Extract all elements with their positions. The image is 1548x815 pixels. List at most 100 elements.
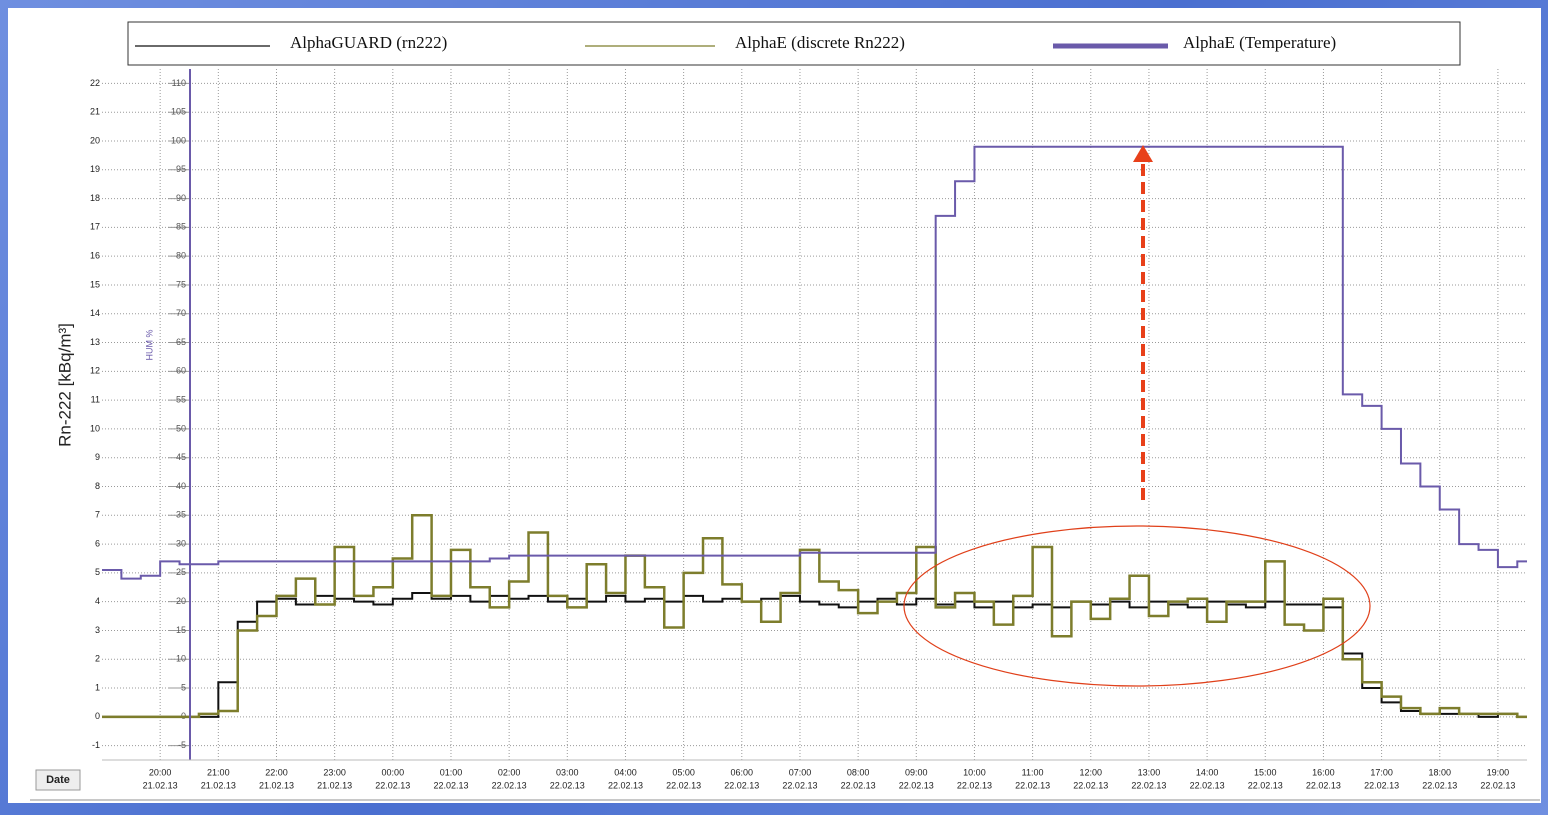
x-tick-date: 21.02.13 (259, 780, 294, 790)
y2-tick-label: 110 (172, 78, 186, 88)
x-tick-label: 02:00 (498, 767, 521, 777)
y-tick-label: 15 (90, 279, 100, 289)
x-tick-label: 06:00 (731, 767, 754, 777)
x-tick-label: 18:00 (1428, 767, 1451, 777)
y2-tick-label: 90 (176, 193, 186, 203)
x-tick-date: 22.02.13 (1190, 780, 1225, 790)
x-tick-date: 22.02.13 (1306, 780, 1341, 790)
plot-area (102, 145, 1527, 719)
y2-tick-label: 55 (176, 394, 186, 404)
x-tick-date: 21.02.13 (317, 780, 352, 790)
x-tick-label: 12:00 (1080, 767, 1103, 777)
x-tick-date: 22.02.13 (550, 780, 585, 790)
legend-label: AlphaE (discrete Rn222) (735, 33, 905, 52)
x-tick-date: 22.02.13 (724, 780, 759, 790)
y-tick-label: 3 (95, 625, 100, 635)
x-tick-label: 23:00 (323, 767, 346, 777)
x-tick-label: 13:00 (1138, 767, 1161, 777)
y-tick-label: 2 (95, 654, 100, 664)
x-tick-date: 21.02.13 (201, 780, 236, 790)
y-tick-label: 5 (95, 567, 100, 577)
x-tick-date: 22.02.13 (1422, 780, 1457, 790)
y-tick-label: 17 (90, 222, 100, 232)
x-tick-label: 11:00 (1022, 767, 1044, 777)
x-tick-label: 14:00 (1196, 767, 1219, 777)
x-tick-date: 22.02.13 (1364, 780, 1399, 790)
x-tick-date: 22.02.13 (608, 780, 643, 790)
y-tick-label: 18 (90, 193, 100, 203)
y2-tick-label: 20 (176, 596, 186, 606)
y2-tick-label: 50 (176, 423, 186, 433)
y2-tick-label: 70 (176, 308, 186, 318)
x-tick-label: 20:00 (149, 767, 172, 777)
x-tick-label: 21:00 (207, 767, 230, 777)
y2-tick-label: 80 (176, 251, 186, 261)
date-button[interactable] (35, 769, 81, 791)
y-tick-label: 16 (90, 251, 100, 261)
x-tick-label: 16:00 (1312, 767, 1335, 777)
y-tick-label: 13 (90, 337, 100, 347)
y-tick-label: 7 (95, 510, 100, 520)
y2-axis-label: HUM % (144, 330, 154, 361)
y2-tick-label: 75 (176, 279, 186, 289)
y-tick-label: 22 (90, 78, 100, 88)
series-line (102, 592, 1527, 718)
axes: -1012345678910111213141516171819202122-5… (90, 69, 1527, 790)
x-tick-label: 00:00 (382, 767, 405, 777)
x-tick-label: 22:00 (265, 767, 288, 777)
y-tick-label: 0 (95, 711, 100, 721)
legend (127, 21, 1461, 66)
y-tick-label: 14 (90, 308, 100, 318)
x-tick-date: 22.02.13 (375, 780, 410, 790)
x-tick-date: 22.02.13 (841, 780, 876, 790)
y-tick-label: -1 (92, 740, 100, 750)
y2-tick-label: 95 (176, 164, 186, 174)
y-tick-label: 20 (90, 135, 100, 145)
x-tick-date: 21.02.13 (143, 780, 178, 790)
x-axis-label[interactable]: Date (46, 774, 70, 786)
y2-tick-label: 25 (176, 567, 186, 577)
x-tick-date: 22.02.13 (1015, 780, 1050, 790)
y2-tick-label: 100 (171, 135, 186, 145)
y2-tick-label: 5 (181, 682, 186, 692)
y2-tick-label: 60 (176, 366, 186, 376)
x-tick-date: 22.02.13 (433, 780, 468, 790)
x-tick-date: 22.02.13 (1248, 780, 1283, 790)
y-tick-label: 10 (90, 423, 100, 433)
x-tick-label: 09:00 (905, 767, 928, 777)
x-tick-date: 22.02.13 (1131, 780, 1166, 790)
x-tick-label: 10:00 (963, 767, 986, 777)
y2-tick-label: -5 (178, 740, 186, 750)
x-tick-label: 05:00 (672, 767, 695, 777)
x-tick-label: 01:00 (440, 767, 463, 777)
highlight-ellipse (903, 525, 1371, 687)
x-tick-label: 07:00 (789, 767, 812, 777)
y2-tick-label: 10 (176, 654, 186, 664)
y-tick-label: 8 (95, 481, 100, 491)
y2-tick-label: 65 (176, 337, 186, 347)
y-tick-label: 21 (90, 107, 100, 117)
y2-tick-label: 30 (176, 538, 186, 548)
series-line (102, 514, 1527, 719)
x-tick-date: 22.02.13 (1480, 780, 1515, 790)
y2-tick-label: 105 (171, 107, 186, 117)
y-tick-label: 19 (90, 164, 100, 174)
legend-label: AlphaE (Temperature) (1183, 33, 1336, 52)
x-tick-date: 22.02.13 (899, 780, 934, 790)
legend-items: AlphaGUARD (rn222) AlphaE (discrete Rn222… (135, 33, 1336, 52)
series-line (102, 145, 1527, 580)
y2-tick-label: 35 (176, 510, 186, 520)
y-tick-label: 12 (90, 366, 100, 376)
x-tick-date: 22.02.13 (1073, 780, 1108, 790)
annotation-arrowhead (1133, 145, 1153, 162)
y-tick-label: 6 (95, 538, 100, 548)
y2-tick-label: 40 (176, 481, 186, 491)
x-tick-label: 19:00 (1487, 767, 1510, 777)
x-tick-label: 15:00 (1254, 767, 1277, 777)
x-tick-date: 22.02.13 (666, 780, 701, 790)
legend-label: AlphaGUARD (rn222) (290, 33, 447, 52)
y-axis-label: Rn-222 [kBq/m³] (55, 323, 74, 447)
y-tick-label: 9 (95, 452, 100, 462)
